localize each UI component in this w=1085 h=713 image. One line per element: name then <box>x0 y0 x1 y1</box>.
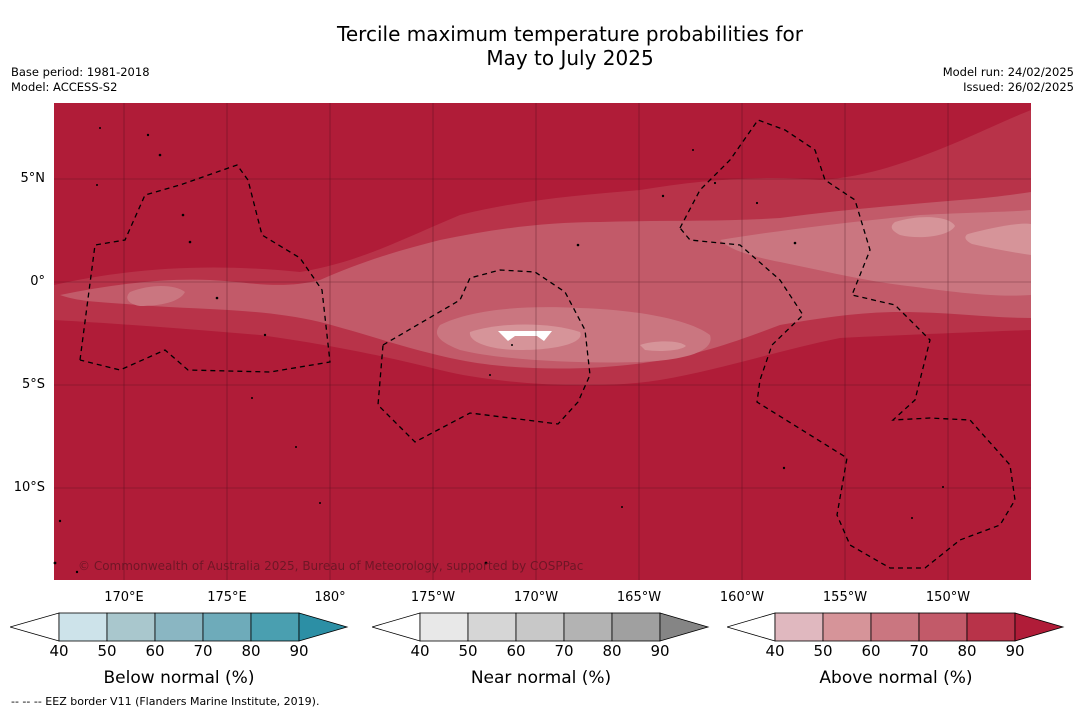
lon-label-170w: 170°W <box>513 590 559 605</box>
eez-borders <box>79 119 1016 569</box>
lon-label-175w: 175°W <box>410 590 456 605</box>
lon-label-155w: 155°W <box>822 590 868 605</box>
colorbar-tick: 80 <box>957 642 977 660</box>
lon-label-150w: 150°W <box>925 590 971 605</box>
eez-footnote: -- -- -- EEZ border V11 (Flanders Marine… <box>11 695 320 708</box>
meta-right: Model run: 24/02/2025 Issued: 26/02/2025 <box>943 65 1074 95</box>
lon-label-165w: 165°W <box>616 590 662 605</box>
map-title: Tercile maximum temperature probabilitie… <box>0 22 1085 70</box>
colorbar-above <box>727 612 1065 642</box>
colorbar-near-segment <box>419 612 469 642</box>
colorbar-above-max-arrow <box>1014 612 1065 642</box>
colorbar-below-segment <box>58 612 108 642</box>
lon-label-180: 180° <box>314 590 346 605</box>
model-name: Model: ACCESS-S2 <box>11 80 118 94</box>
contour-60-east <box>720 210 1031 296</box>
colorbar-tick: 40 <box>49 642 69 660</box>
colorbar-below-label: Below normal (%) <box>103 668 255 688</box>
lat-label-0: 0° <box>30 274 45 289</box>
colorbar-tick: 70 <box>554 642 574 660</box>
colorbar-below-segment <box>106 612 156 642</box>
colorbar-tick: 40 <box>765 642 785 660</box>
colorbar-near-label: Near normal (%) <box>470 668 612 688</box>
issued-date: Issued: 26/02/2025 <box>963 80 1074 94</box>
colorbar-tick: 60 <box>861 642 881 660</box>
colorbar-near-min-arrow <box>372 612 421 642</box>
colorbar-tick: 90 <box>1005 642 1025 660</box>
colorbar-tick: 70 <box>909 642 929 660</box>
model-run: Model run: 24/02/2025 <box>942 65 1074 79</box>
colorbar-tick: 40 <box>410 642 430 660</box>
colorbar-near-segment <box>563 612 613 642</box>
meta-left: Base period: 1981-2018 Model: ACCESS-S2 <box>11 65 150 95</box>
colorbar-tick: 60 <box>145 642 165 660</box>
colorbar-tick: 80 <box>602 642 622 660</box>
lon-label-175e: 175°E <box>207 590 247 605</box>
contour-50-east2 <box>965 223 1031 255</box>
colorbar-above-segment <box>822 612 872 642</box>
colorbar-below-segment <box>250 612 300 642</box>
eez-kiribati-phoenix <box>377 269 591 443</box>
colorbar-above-segment <box>774 612 824 642</box>
colorbar-tick: 90 <box>289 642 309 660</box>
contour-below40 <box>498 331 552 341</box>
graticule <box>54 103 1031 580</box>
contour-60-west <box>127 286 185 306</box>
colorbar-above-label: Above normal (%) <box>819 668 973 688</box>
colorbar-near-max-arrow <box>659 612 710 642</box>
contour-50-small <box>640 341 686 351</box>
colorbar-tick: 80 <box>241 642 261 660</box>
colorbar-above-segment <box>870 612 920 642</box>
colorbar-above-segment <box>918 612 968 642</box>
title-line-1: Tercile maximum temperature probabilitie… <box>337 22 803 46</box>
colorbar-below-segment <box>154 612 204 642</box>
colorbar-below-max-arrow <box>298 612 349 642</box>
eez-kiribati-line <box>679 119 1016 569</box>
colorbar-above-min-arrow <box>727 612 776 642</box>
contour-50-centre <box>469 324 581 350</box>
colorbar-below-min-arrow <box>10 612 60 642</box>
title-line-2: May to July 2025 <box>486 46 654 70</box>
colorbar-tick: 50 <box>97 642 117 660</box>
islands <box>53 127 944 574</box>
lat-label-10s: 10°S <box>13 480 45 495</box>
colorbar-above-segment <box>966 612 1016 642</box>
colorbar-tick: 70 <box>193 642 213 660</box>
base-period: Base period: 1981-2018 <box>11 65 150 79</box>
colorbar-near <box>372 612 710 642</box>
copyright-notice: © Commonwealth of Australia 2025, Bureau… <box>78 559 584 573</box>
lon-label-160w: 160°W <box>719 590 765 605</box>
colorbar-below-segment <box>202 612 252 642</box>
lat-label-5s: 5°S <box>21 377 45 392</box>
lon-label-170e: 170°E <box>104 590 144 605</box>
colorbar-near-segment <box>467 612 517 642</box>
eez-kiribati-gilbert <box>79 164 331 373</box>
colorbar-tick: 50 <box>458 642 478 660</box>
contour-50-east <box>891 217 955 238</box>
colorbar-below <box>10 612 349 642</box>
colorbar-near-segment <box>611 612 661 642</box>
lat-label-5n: 5°N <box>20 171 46 186</box>
colorbar-tick: 90 <box>650 642 670 660</box>
colorbar-near-segment <box>515 612 565 642</box>
colorbar-tick: 60 <box>506 642 526 660</box>
colorbar-tick: 50 <box>813 642 833 660</box>
